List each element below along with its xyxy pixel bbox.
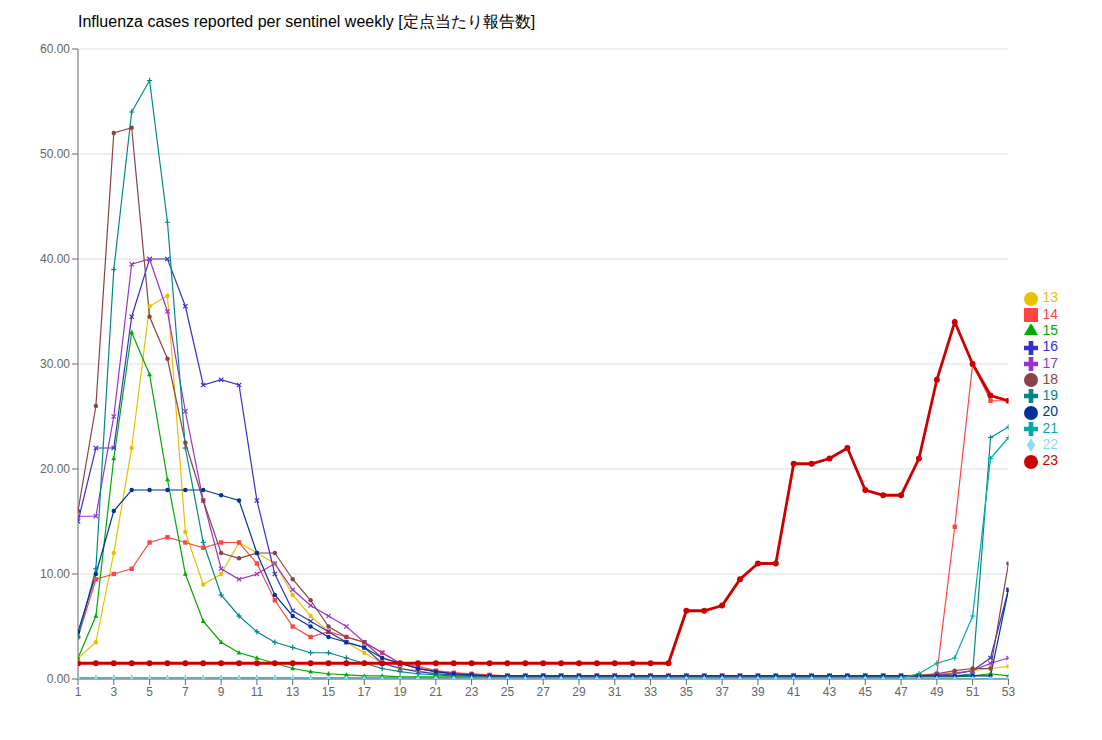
html-text:15: 15 xyxy=(1042,322,1058,338)
html-text:23: 23 xyxy=(1042,452,1058,469)
html-text:16: 16 xyxy=(1042,338,1058,355)
svg-text:19: 19 xyxy=(393,685,407,699)
svg-text:3: 3 xyxy=(110,685,117,699)
svg-text:37: 37 xyxy=(715,685,729,699)
html-text:13: 13 xyxy=(1042,289,1058,306)
svg-text:45: 45 xyxy=(859,685,873,699)
svg-text:11: 11 xyxy=(251,685,264,699)
html-text:20: 20 xyxy=(1042,403,1058,420)
svg-text:29: 29 xyxy=(572,685,586,699)
svg-text:20.00: 20.00 xyxy=(40,462,70,476)
svg-text:9: 9 xyxy=(218,685,225,699)
svg-text:39: 39 xyxy=(751,685,765,699)
svg-text:13: 13 xyxy=(286,685,300,699)
html-text:18: 18 xyxy=(1042,370,1058,387)
svg-text:49: 49 xyxy=(930,685,944,699)
svg-text:60.00: 60.00 xyxy=(40,42,70,56)
svg-text:53: 53 xyxy=(1002,685,1016,699)
html-text:14: 14 xyxy=(1042,305,1058,322)
svg-text:33: 33 xyxy=(644,685,658,699)
svg-text:50.00: 50.00 xyxy=(40,147,70,161)
svg-text:23: 23 xyxy=(465,685,479,699)
svg-text:5: 5 xyxy=(146,685,153,699)
svg-text:7: 7 xyxy=(182,685,189,699)
svg-text:17: 17 xyxy=(358,685,372,699)
html-text:21: 21 xyxy=(1042,419,1058,436)
svg-text:27: 27 xyxy=(537,685,551,699)
svg-text:30.00: 30.00 xyxy=(40,357,70,371)
svg-text:41: 41 xyxy=(787,685,801,699)
svg-text:1: 1 xyxy=(75,685,82,699)
svg-text:0.00: 0.00 xyxy=(47,672,71,686)
svg-text:31: 31 xyxy=(608,685,622,699)
svg-text:10.00: 10.00 xyxy=(40,567,70,581)
svg-text:25: 25 xyxy=(501,685,515,699)
svg-text:43: 43 xyxy=(823,685,837,699)
svg-text:47: 47 xyxy=(894,685,908,699)
html-text:22: 22 xyxy=(1042,436,1058,452)
svg-text:35: 35 xyxy=(680,685,694,699)
svg-text:15: 15 xyxy=(322,685,336,699)
svg-text:40.00: 40.00 xyxy=(40,252,70,266)
html-text:19: 19 xyxy=(1042,387,1058,404)
html-text:17: 17 xyxy=(1042,354,1058,371)
svg-text:21: 21 xyxy=(429,685,443,699)
html-text:Influenza cases reported per s: Influenza cases reported per sentinel we… xyxy=(78,13,536,30)
svg-text:51: 51 xyxy=(966,685,980,699)
